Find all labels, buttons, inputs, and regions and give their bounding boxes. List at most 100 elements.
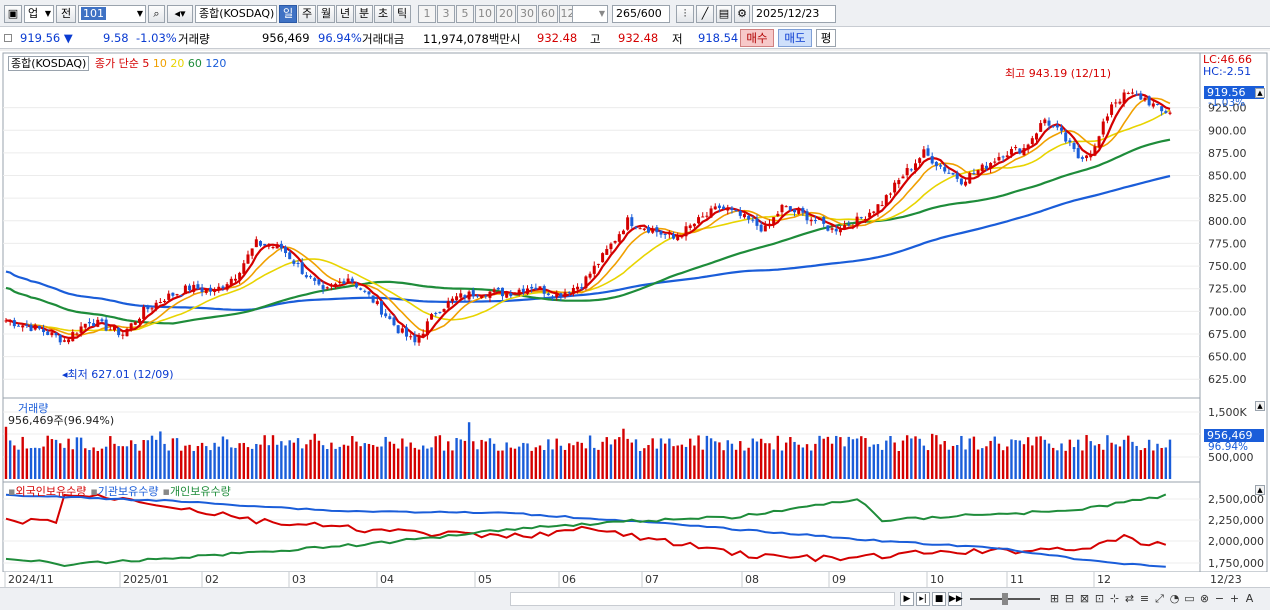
fast-forward-icon[interactable]: ▶▶ — [948, 592, 963, 606]
checkbox-icon[interactable] — [4, 34, 12, 42]
line-tool-icon[interactable]: ╱ — [696, 5, 714, 23]
frame-icon[interactable]: ▭ — [1184, 592, 1195, 605]
zoom-slider-handle[interactable] — [1002, 593, 1008, 605]
date-field[interactable]: 2025/12/23 — [752, 5, 836, 23]
box-icon[interactable]: ⊡ — [1094, 592, 1105, 605]
legend-ma-60[interactable]: 60 — [184, 57, 202, 70]
candle-body — [1151, 103, 1155, 107]
swap-icon[interactable]: ⇄ — [1124, 592, 1135, 605]
close-icon[interactable]: ⊗ — [1199, 592, 1210, 605]
interval-button-60[interactable]: 60 — [538, 5, 558, 23]
volume-bar — [1072, 447, 1076, 479]
candle-body — [213, 289, 217, 293]
candle-body — [208, 287, 212, 292]
interval-button-30[interactable]: 30 — [517, 5, 537, 23]
grid-icon[interactable]: ⊠ — [1079, 592, 1090, 605]
period-tab-1[interactable]: 주 — [298, 5, 316, 23]
candle-body — [793, 209, 797, 213]
period-tab-3[interactable]: 년 — [336, 5, 354, 23]
volume-bar — [1147, 439, 1151, 479]
price-tick-label: 825.00 — [1208, 192, 1247, 205]
candle-body — [263, 243, 267, 246]
code-input[interactable]: 101 ▼ — [78, 5, 146, 23]
step-forward-icon[interactable]: ▸| — [916, 592, 930, 606]
chart-window-icon[interactable]: ▣ — [4, 5, 22, 23]
sell-button[interactable]: 매도 — [778, 29, 812, 47]
candle-body — [1110, 104, 1114, 115]
legend-instrument[interactable]: 종합(KOSDAQ) — [8, 56, 90, 71]
period-tab-4[interactable]: 분 — [355, 5, 373, 23]
legend-ma-120[interactable]: 120 — [201, 57, 227, 70]
candle-body — [192, 284, 196, 292]
zoom-in-icon[interactable]: + — [1229, 592, 1240, 605]
volume-bar — [843, 446, 846, 479]
volume-bar — [1068, 439, 1072, 479]
interval-button-5[interactable]: 5 — [456, 5, 474, 23]
buy-button[interactable]: 매수 — [740, 29, 774, 47]
chart-area[interactable]: 925.00 900.00 875.00 850.00 825.00 800.00 775.… — [0, 51, 1270, 587]
layout-icon[interactable]: ⊞ — [1049, 592, 1060, 605]
indicator-icon[interactable]: ⫶ — [676, 5, 694, 23]
horizontal-scrollbar[interactable] — [510, 592, 895, 606]
x-axis-label: 09 — [832, 573, 846, 586]
interval-button-1[interactable]: 1 — [418, 5, 436, 23]
crosshair-icon[interactable]: ⊹ — [1109, 592, 1120, 605]
candle-body — [888, 193, 892, 195]
panel-collapse-icon[interactable]: ▲ — [1255, 485, 1265, 495]
quote-open: 932.48 — [537, 31, 578, 45]
candle-body — [188, 285, 192, 291]
volume-bar — [601, 441, 604, 479]
candle-body — [843, 225, 847, 229]
candle-body — [646, 226, 650, 233]
expand-icon[interactable]: ⤢ — [1155, 592, 1164, 605]
investor-legend-item-2[interactable]: ▪개인보유수량 — [162, 485, 231, 498]
candle-body — [713, 206, 717, 210]
gear-icon[interactable]: ⚙ — [734, 5, 750, 23]
volume-bar — [764, 443, 767, 479]
interval-button-3[interactable]: 3 — [437, 5, 455, 23]
period-tab-2[interactable]: 월 — [317, 5, 335, 23]
volume-bar — [1089, 441, 1092, 479]
market-select[interactable]: 업 ▼ — [24, 5, 54, 23]
eval-button[interactable]: 평 — [816, 29, 836, 47]
timer-icon[interactable]: ◔ — [1169, 592, 1180, 605]
prev-button[interactable]: 전 — [56, 5, 76, 23]
stop-icon[interactable]: ■ — [932, 592, 946, 606]
legend-ma-10[interactable]: 10 — [149, 57, 167, 70]
candle-body — [375, 301, 379, 305]
volume-title[interactable]: 거래량 — [18, 402, 49, 415]
period-tab-0[interactable]: 일 — [279, 5, 297, 23]
investor-legend-item-0[interactable]: ▪외국인보유수량 — [8, 485, 87, 498]
save-icon[interactable]: ▤ — [716, 5, 732, 23]
menu-icon[interactable]: ≡ — [1139, 592, 1150, 605]
zoom-out-icon[interactable]: − — [1214, 592, 1225, 605]
legend-ma-5[interactable]: 5 — [142, 57, 150, 70]
count-field[interactable]: 265/600 — [612, 5, 670, 23]
period-tab-5[interactable]: 초 — [374, 5, 392, 23]
candle-body — [1118, 101, 1122, 104]
candle-body — [1051, 125, 1055, 127]
interval-dropdown[interactable]: ▼ — [572, 5, 608, 23]
interval-button-10[interactable]: 10 — [475, 5, 495, 23]
auto-icon[interactable]: A — [1245, 592, 1254, 605]
volume-bar — [910, 438, 913, 479]
volume-bar — [985, 446, 988, 479]
split-icon[interactable]: ⊟ — [1064, 592, 1075, 605]
legend-ma-title[interactable]: 종가 단순 — [94, 57, 139, 70]
play-icon[interactable]: ▶ — [900, 592, 914, 606]
investor-legend-item-1[interactable]: ▪기관보유수량 — [90, 485, 159, 498]
investor-legend: ▪외국인보유수량 ▪기관보유수량 ▪개인보유수량 — [8, 483, 235, 499]
volume-bar — [109, 436, 112, 479]
panel-collapse-icon[interactable]: ▲ — [1255, 88, 1265, 98]
volume-bar — [200, 442, 204, 479]
interval-button-20[interactable]: 20 — [496, 5, 516, 23]
investor-lines — [5, 493, 1167, 568]
speaker-icon[interactable]: ◂▾ — [167, 5, 193, 23]
search-icon[interactable]: ⌕ — [148, 5, 165, 23]
panel-collapse-icon[interactable]: ▲ — [1255, 401, 1265, 411]
legend-ma-20[interactable]: 20 — [166, 57, 185, 70]
volume-bar — [125, 446, 129, 479]
candle-body — [734, 210, 738, 212]
period-tab-6[interactable]: 틱 — [393, 5, 411, 23]
price-chart-svg[interactable]: 925.00 900.00 875.00 850.00 825.00 800.00 775.… — [0, 51, 1270, 587]
